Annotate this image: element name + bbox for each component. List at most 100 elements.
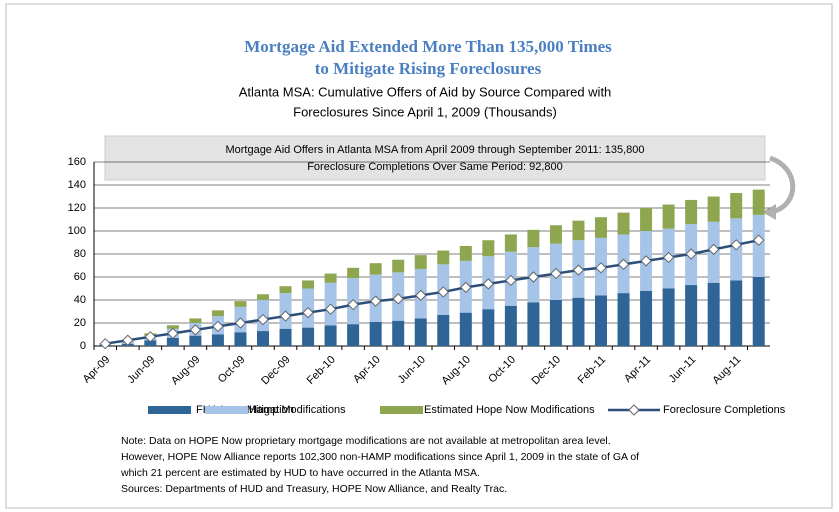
- line-marker: [257, 313, 269, 326]
- bar: [662, 288, 675, 346]
- bar: [482, 240, 495, 257]
- bar: [369, 263, 382, 275]
- annotation: Foreclosure Completions Over Same Period…: [307, 161, 563, 173]
- line-marker: [369, 295, 382, 307]
- arrow-head: [762, 204, 776, 220]
- bar: [549, 225, 562, 244]
- legend-label: Hamp Modifications: [249, 404, 346, 416]
- bar: [527, 229, 540, 248]
- bar: [730, 193, 743, 219]
- legend-label: Estimated Hope Now Modifications: [424, 404, 595, 416]
- bar: [572, 297, 585, 346]
- line-marker: [685, 248, 697, 260]
- bar: [482, 309, 495, 346]
- line-marker: [212, 320, 224, 333]
- line-marker: [122, 334, 134, 346]
- note: Note: Data on HOPE Now proprietary mortg…: [121, 435, 611, 447]
- bar: [347, 324, 360, 346]
- legend-swatch: [205, 406, 248, 414]
- bar: [144, 340, 157, 346]
- bar: [617, 212, 630, 235]
- chart-title: Mortgage Aid Extended More Than 135,000 …: [244, 37, 612, 56]
- bar: [211, 334, 224, 346]
- bar: [707, 282, 720, 346]
- bar: [549, 300, 562, 346]
- line-marker: [279, 310, 292, 322]
- bar: [279, 328, 292, 346]
- line-marker: [572, 264, 585, 276]
- bar: [730, 280, 743, 346]
- line-marker: [550, 267, 562, 280]
- line-marker: [324, 303, 337, 315]
- bar: [257, 294, 269, 300]
- bar: [324, 325, 337, 346]
- bar: [257, 331, 269, 346]
- bar: [437, 314, 450, 346]
- bar: [347, 267, 360, 279]
- bar: [166, 325, 179, 329]
- bar: [324, 273, 337, 283]
- line-marker: [482, 278, 495, 290]
- y-tick-label: 0: [80, 340, 86, 352]
- bar: [189, 335, 202, 346]
- line-marker: [302, 306, 314, 319]
- bar: [595, 217, 607, 238]
- bar: [459, 312, 472, 346]
- bar: [302, 327, 315, 346]
- bar: [234, 301, 247, 307]
- bar: [392, 259, 405, 273]
- bar: [392, 320, 405, 346]
- legend-swatch: [148, 406, 191, 414]
- y-tick-label: 100: [68, 225, 86, 237]
- bar: [504, 234, 517, 252]
- line-marker: [415, 289, 427, 302]
- note: However, HOPE Now Alliance reports 102,3…: [121, 451, 639, 463]
- line-marker: [527, 271, 540, 283]
- legend-label: Foreclosure Completions: [663, 404, 786, 416]
- line-marker: [505, 274, 517, 287]
- arrow: [769, 155, 796, 215]
- line-marker: [707, 243, 720, 256]
- line-marker: [167, 327, 179, 340]
- bar: [302, 280, 315, 289]
- bar: [752, 277, 765, 346]
- bar: [437, 250, 450, 265]
- bar: [617, 293, 630, 346]
- bar: [752, 214, 765, 277]
- bar: [685, 285, 698, 346]
- y-tick-label: 140: [68, 179, 86, 191]
- line-marker: [617, 258, 630, 271]
- line-marker: [595, 262, 607, 274]
- annotation: Mortgage Aid Offers in Atlanta MSA from …: [225, 144, 644, 156]
- line-marker: [730, 239, 742, 251]
- line-marker: [347, 298, 359, 311]
- chart-subtitle: Foreclosures Since April 1, 2009 (Thousa…: [293, 104, 557, 119]
- bar: [414, 255, 427, 269]
- bar: [707, 196, 720, 222]
- y-tick-label: 120: [68, 202, 86, 214]
- bar: [279, 286, 292, 294]
- line-marker: [437, 286, 449, 298]
- bar: [595, 295, 607, 346]
- line-marker: [460, 281, 472, 294]
- bar: [234, 332, 247, 346]
- bar: [572, 220, 585, 241]
- note: Sources: Departments of HUD and Treasury…: [121, 483, 507, 495]
- y-tick-label: 160: [68, 156, 86, 168]
- line-marker: [234, 317, 247, 329]
- line-marker: [99, 337, 111, 350]
- y-tick-label: 80: [74, 248, 86, 260]
- line-marker: [662, 251, 675, 264]
- y-tick-label: 40: [74, 294, 86, 306]
- chart-subtitle: Atlanta MSA: Cumulative Offers of Aid by…: [239, 84, 612, 99]
- bar: [640, 208, 653, 231]
- line-marker: [753, 234, 765, 246]
- y-tick-label: 20: [74, 317, 86, 329]
- legend-swatch: [380, 406, 423, 414]
- bar: [211, 310, 224, 317]
- bar: [662, 204, 675, 229]
- legend-swatch: [628, 404, 640, 416]
- bar: [527, 302, 540, 346]
- note: which 21 percent are estimated by HUD to…: [120, 467, 480, 479]
